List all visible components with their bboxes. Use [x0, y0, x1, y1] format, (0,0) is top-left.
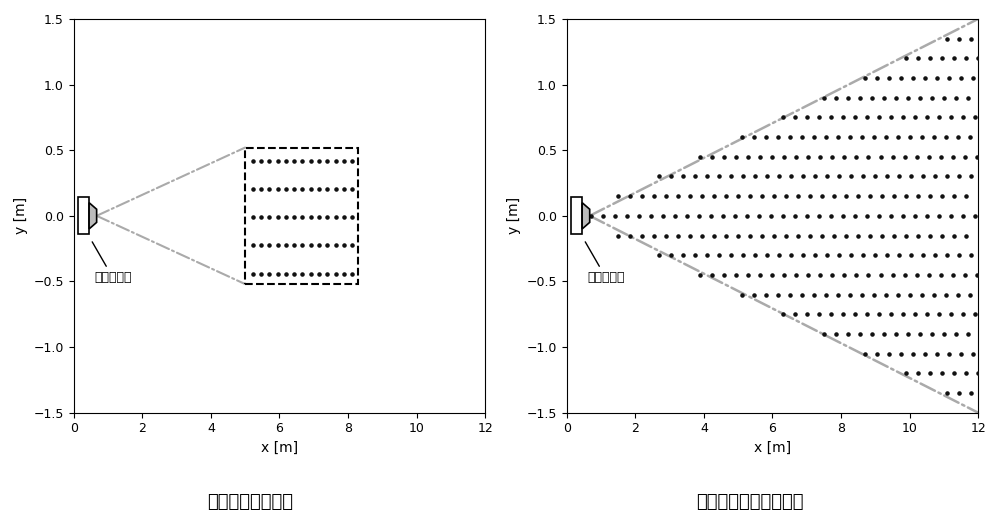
- X-axis label: x [m]: x [m]: [754, 441, 791, 455]
- Polygon shape: [89, 203, 97, 229]
- Bar: [78, 197, 89, 234]
- Bar: [245, 147, 358, 284]
- X-axis label: x [m]: x [m]: [261, 441, 298, 455]
- Y-axis label: y [m]: y [m]: [14, 197, 28, 234]
- Text: 传统红外测温装置: 传统红外测温装置: [207, 492, 293, 511]
- Bar: [571, 197, 582, 234]
- Text: 红外摄像仪: 红外摄像仪: [92, 242, 132, 284]
- Text: 红外摄像仪: 红外摄像仪: [585, 242, 625, 284]
- Polygon shape: [582, 203, 590, 229]
- Y-axis label: y [m]: y [m]: [507, 197, 521, 234]
- Text: 本发明的红外测温装置: 本发明的红外测温装置: [696, 492, 804, 511]
